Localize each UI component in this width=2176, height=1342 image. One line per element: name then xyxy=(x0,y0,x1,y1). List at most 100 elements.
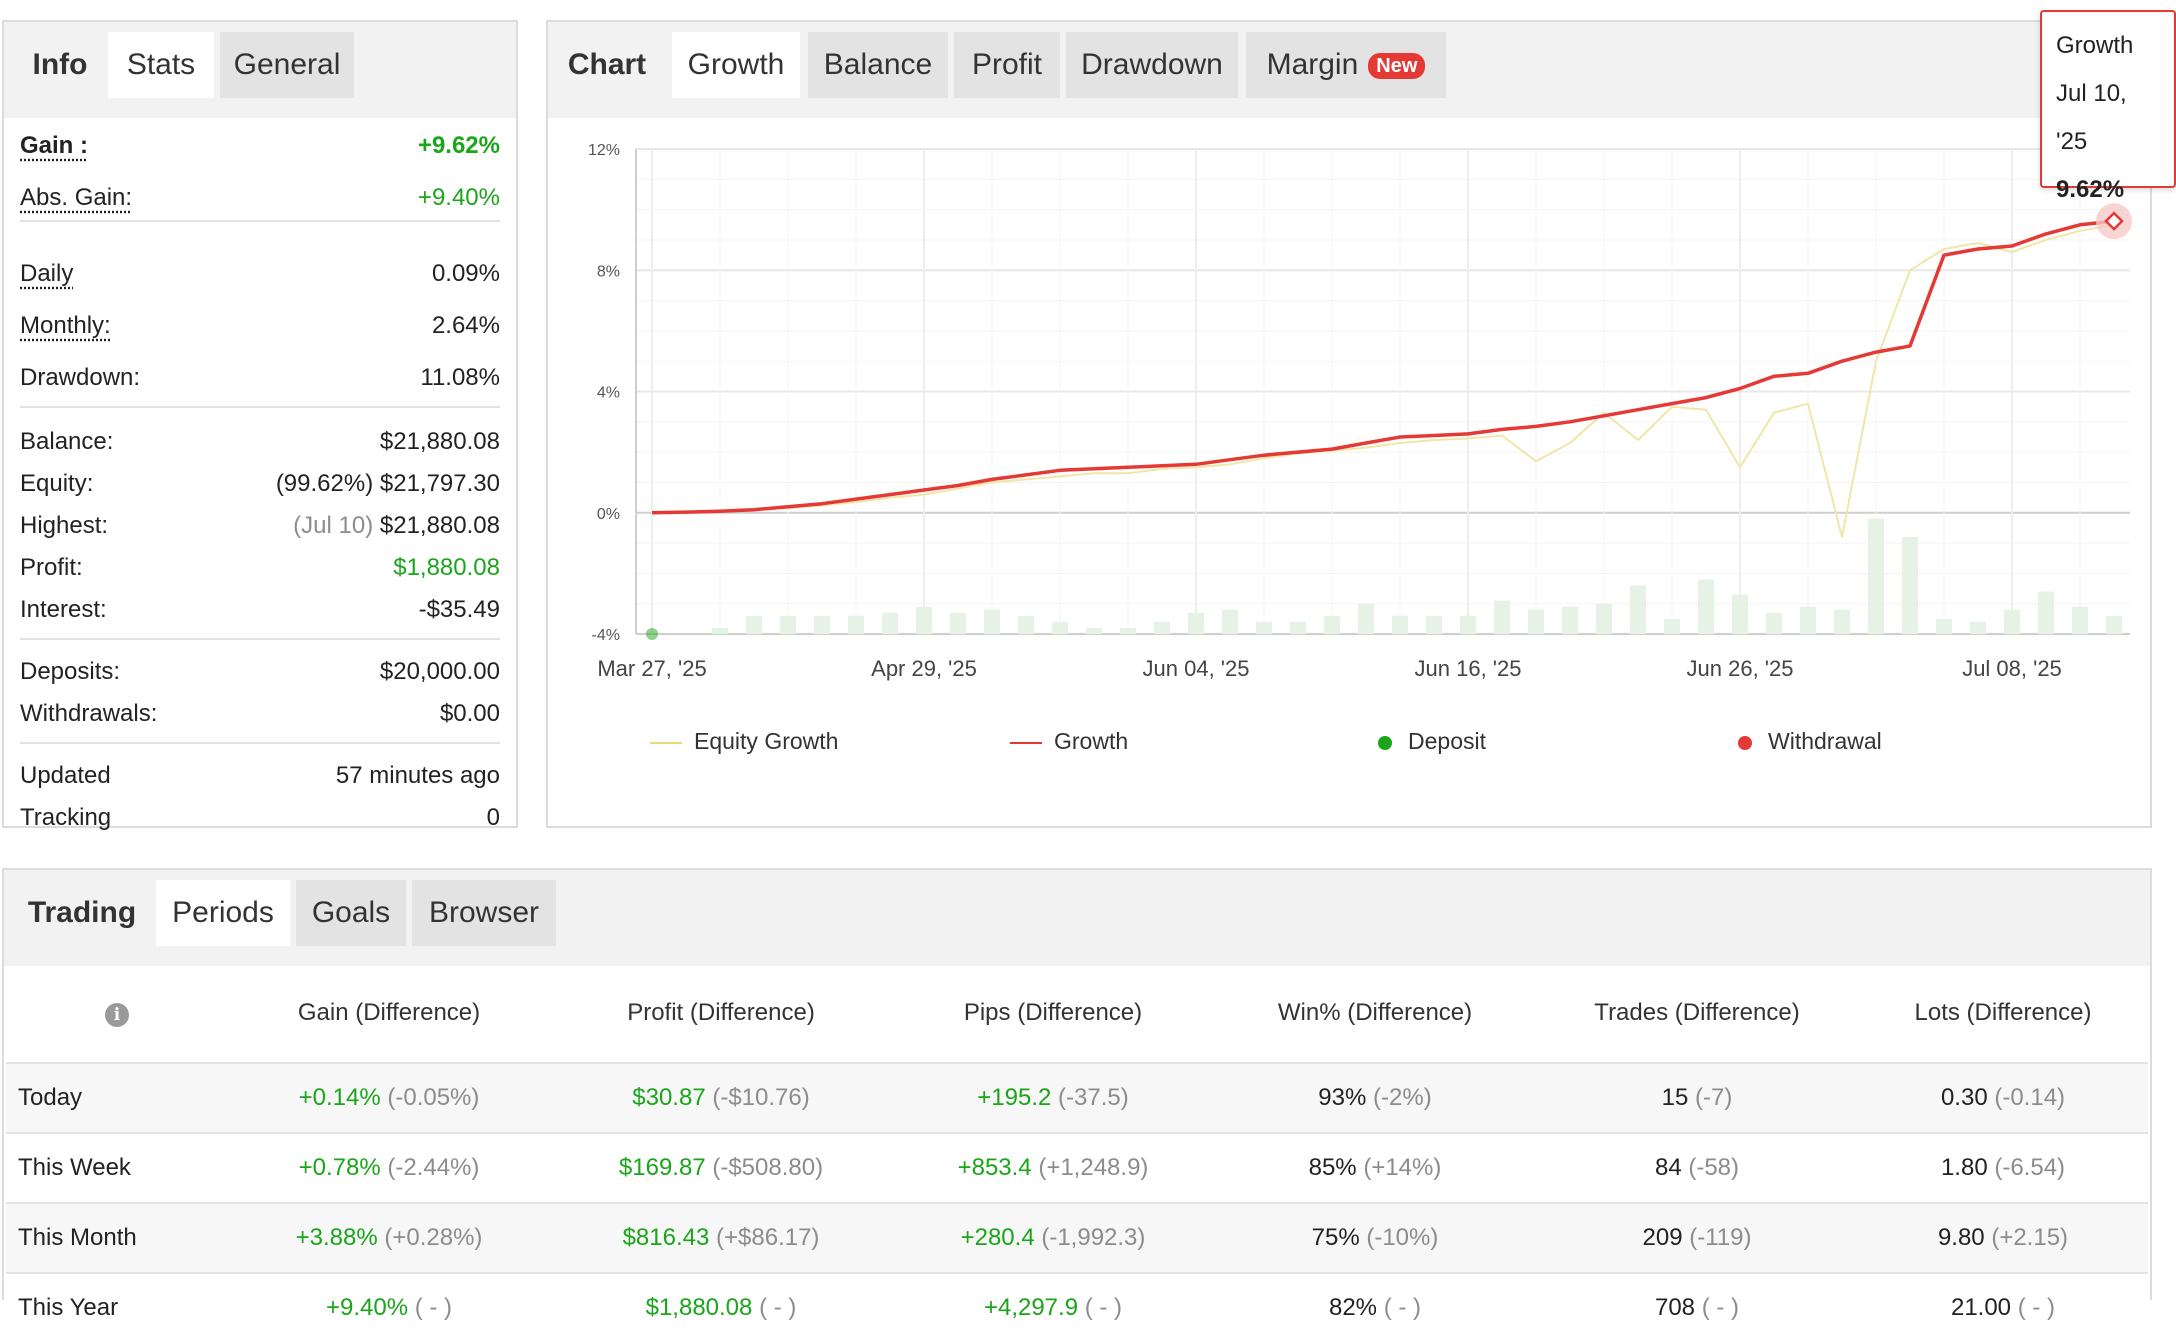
col-lots-header: Lots (Difference) xyxy=(1914,999,2092,1026)
trade-bar xyxy=(1902,537,1918,634)
highest-amount: $21,880.08 xyxy=(379,512,500,539)
chart-ticks: 12% 8% 4% 0% -4% Mar 27, '25 Apr 29, '25 Jun 04… xyxy=(588,142,2062,681)
chart-panel: Chart Growth Balance Profit Drawdown Mar… xyxy=(546,20,2152,828)
trade-bar xyxy=(712,627,728,634)
y-tick-label: 4% xyxy=(597,385,620,402)
margin-label: Margin xyxy=(1266,48,1359,81)
cell-diff: (-0.14) xyxy=(1994,1084,2066,1111)
col-trades-header: Trades (Difference) xyxy=(1594,999,1800,1026)
cell-diff: (-$10.76) xyxy=(712,1084,810,1111)
monthly-label[interactable]: Monthly: xyxy=(20,312,111,339)
lots-cell: 21.00 ( - ) xyxy=(1858,1272,2148,1342)
cell-diff: (+0.28%) xyxy=(384,1224,483,1251)
legend-equity-growth[interactable]: Equity Growth xyxy=(650,726,838,756)
tab-periods[interactable]: Periods xyxy=(156,880,290,946)
profit-cell: $816.43 (+$86.17) xyxy=(550,1202,892,1273)
new-badge: New xyxy=(1368,53,1426,80)
gain-cell: +9.40% ( - ) xyxy=(228,1272,550,1342)
x-tick-label: Apr 29, '25 xyxy=(871,656,977,681)
trade-bar xyxy=(1868,518,1884,634)
interest-label: Interest: xyxy=(20,596,107,623)
highlight-point xyxy=(2104,211,2124,231)
trade-bar xyxy=(2004,609,2020,634)
balance-value: $21,880.08 xyxy=(379,428,500,455)
tab-browser[interactable]: Browser xyxy=(412,880,556,946)
trade-bar xyxy=(1766,612,1782,634)
interest-row: Interest: -$35.49 xyxy=(20,590,500,630)
gain-value: +9.62% xyxy=(417,132,500,159)
gain-label[interactable]: Gain : xyxy=(20,132,89,159)
trade-bar xyxy=(1222,609,1238,634)
cell-diff: ( - ) xyxy=(414,1294,453,1321)
gain-cell: +3.88% (+0.28%) xyxy=(228,1202,550,1273)
col-pips-header: Pips (Difference) xyxy=(963,999,1143,1026)
cell-diff: (-2%) xyxy=(1373,1084,1432,1111)
profit-cell: $169.87 (-$508.80) xyxy=(550,1132,892,1203)
trades-cell: 84 (-58) xyxy=(1536,1132,1858,1203)
tab-general[interactable]: General xyxy=(220,32,354,98)
cell-diff: (-1,992.3) xyxy=(1041,1224,1146,1251)
profit-cell: $30.87 (-$10.76) xyxy=(550,1062,892,1133)
info-icon[interactable]: i xyxy=(105,1003,129,1027)
tab-drawdown[interactable]: Drawdown xyxy=(1066,32,1238,98)
tab-chart: Chart xyxy=(567,48,647,81)
cell-diff: (+$86.17) xyxy=(716,1224,820,1251)
pips-cell: +195.2 (-37.5) xyxy=(892,1062,1214,1133)
tab-balance[interactable]: Balance xyxy=(808,32,948,98)
tab-growth[interactable]: Growth xyxy=(672,32,800,98)
balance-label: Balance: xyxy=(20,428,114,455)
legend-withdrawal[interactable]: Withdrawal xyxy=(1738,726,1882,756)
tooltip-value: 9.62% xyxy=(2056,176,2125,203)
divider xyxy=(20,638,500,640)
table-header-row: i Gain (Difference) Profit (Difference) … xyxy=(6,964,2148,1063)
info-panel: Info Stats General Gain : +9.62% Abs. Ga… xyxy=(2,20,518,831)
growth-chart[interactable]: 12% 8% 4% 0% -4% Mar 27, '25 Apr 29, '25 Jun 04… xyxy=(548,22,2150,826)
legend-equity-label: Equity Growth xyxy=(694,728,839,754)
trade-bar xyxy=(1970,621,1986,634)
cell-diff: ( - ) xyxy=(1383,1294,1422,1321)
x-tick-label: Jun 26, '25 xyxy=(1687,656,1794,681)
tab-profit[interactable]: Profit xyxy=(954,32,1060,98)
x-tick-label: Jul 08, '25 xyxy=(1962,656,2062,681)
cell-value: +3.88% xyxy=(295,1224,378,1251)
cell-value: 209 xyxy=(1642,1224,1683,1251)
cell-value: 75% xyxy=(1311,1224,1360,1251)
monthly-row: Monthly: 2.64% xyxy=(20,306,500,346)
cell-value: 82% xyxy=(1328,1294,1378,1321)
table-row: Today +0.14% (-0.05%) $30.87 (-$10.76) +… xyxy=(6,1062,2148,1133)
trade-bar xyxy=(2072,606,2088,634)
drawdown-label: Drawdown: xyxy=(20,364,141,391)
abs-gain-label[interactable]: Abs. Gain: xyxy=(20,184,133,211)
tab-margin[interactable]: Margin New xyxy=(1246,32,1446,98)
trade-bar xyxy=(1358,603,1374,634)
period-label: Today xyxy=(6,1062,228,1133)
chart-bars xyxy=(712,518,2122,634)
profit-value: $1,880.08 xyxy=(393,554,500,581)
tab-goals[interactable]: Goals xyxy=(296,880,406,946)
cell-value: +280.4 xyxy=(960,1224,1035,1251)
divider xyxy=(20,406,500,408)
trade-bar xyxy=(814,615,830,634)
daily-label[interactable]: Daily xyxy=(20,260,74,287)
interest-value: -$35.49 xyxy=(418,596,500,623)
profit-row: Profit: $1,880.08 xyxy=(20,548,500,588)
legend-growth[interactable]: Growth xyxy=(1010,726,1128,756)
cell-diff: (-7) xyxy=(1695,1084,1733,1111)
tracking-row: Tracking 0 xyxy=(20,798,500,838)
trade-bar xyxy=(984,609,1000,634)
deposits-value: $20,000.00 xyxy=(379,658,500,685)
trade-bar xyxy=(950,612,966,634)
tab-stats[interactable]: Stats xyxy=(108,32,214,98)
daily-value: 0.09% xyxy=(431,260,500,287)
period-label: This Week xyxy=(6,1132,228,1203)
equity-row: Equity: (99.62%) $21,797.30 xyxy=(20,464,500,504)
cell-value: 15 xyxy=(1661,1084,1689,1111)
withdrawals-value: $0.00 xyxy=(439,700,500,727)
legend-equity-line xyxy=(650,741,682,744)
legend-deposit[interactable]: Deposit xyxy=(1378,726,1486,756)
trade-bar xyxy=(2038,591,2054,634)
cell-diff: (-58) xyxy=(1688,1154,1740,1181)
trade-bar xyxy=(1664,618,1680,634)
pips-cell: +4,297.9 ( - ) xyxy=(892,1272,1214,1342)
cell-value: 93% xyxy=(1318,1084,1367,1111)
